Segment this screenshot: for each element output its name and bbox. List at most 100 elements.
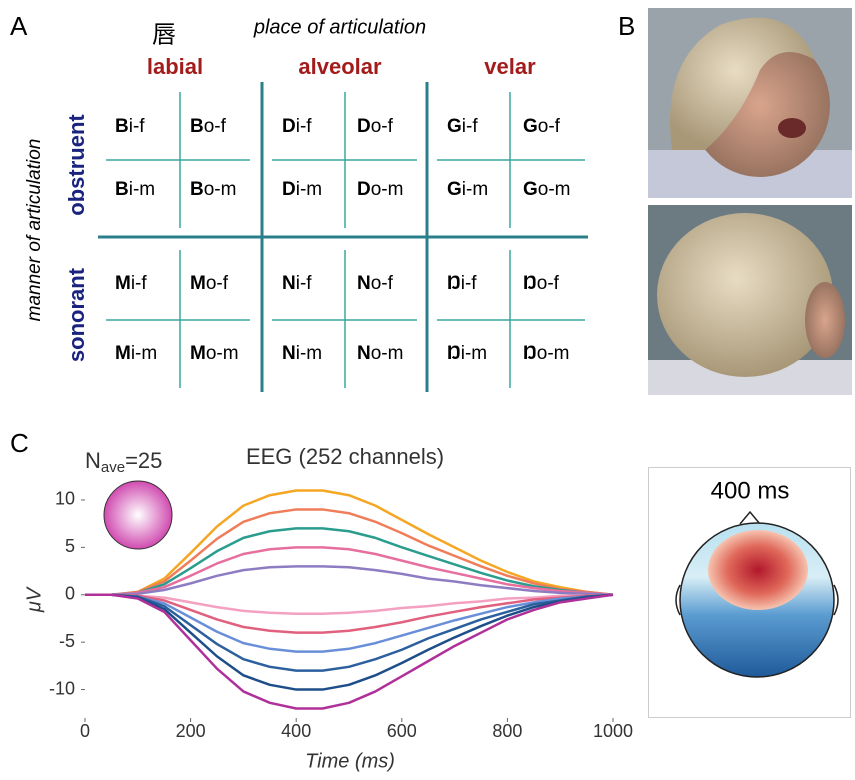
row-label: obstruent bbox=[64, 114, 89, 216]
syllable: Ni-f bbox=[282, 273, 312, 294]
rest: i-f bbox=[131, 273, 148, 294]
onset: G bbox=[447, 116, 462, 137]
onset: M bbox=[115, 273, 131, 294]
rest: i-f bbox=[296, 116, 313, 137]
rest: o-f bbox=[537, 273, 560, 294]
topomap bbox=[676, 512, 838, 677]
row-header: manner of articulation bbox=[24, 139, 45, 322]
syllable: Ŋo-m bbox=[523, 343, 569, 364]
onset: N bbox=[357, 273, 371, 294]
onset: G bbox=[523, 116, 538, 137]
x-tick-label: 0 bbox=[80, 721, 90, 741]
x-tick-label: 200 bbox=[176, 721, 206, 741]
syllable: Bo-f bbox=[190, 116, 227, 137]
rest: i-m bbox=[131, 343, 157, 364]
eeg-trace bbox=[85, 547, 613, 594]
onset: Ŋ bbox=[447, 343, 461, 364]
syllable: Do-m bbox=[357, 179, 403, 200]
rest: o-m bbox=[371, 179, 404, 200]
onset: B bbox=[190, 179, 204, 200]
rest: i-f bbox=[296, 273, 313, 294]
onset: M bbox=[190, 343, 206, 364]
onset: G bbox=[523, 179, 538, 200]
annotation-rest: =25 bbox=[125, 448, 162, 473]
y-tick-label: -10 bbox=[49, 678, 75, 698]
syllable: Gi-m bbox=[447, 179, 488, 200]
syllable: Go-f bbox=[523, 116, 561, 137]
y-tick-label: -5 bbox=[59, 631, 75, 651]
rest: i-m bbox=[296, 179, 322, 200]
annotation-sub: ave bbox=[101, 459, 125, 476]
onset: M bbox=[115, 343, 131, 364]
rest: o-f bbox=[206, 273, 229, 294]
onset: Ŋ bbox=[447, 273, 461, 294]
y-tick-label: 0 bbox=[65, 584, 75, 604]
x-tick-label: 800 bbox=[492, 721, 522, 741]
syllable: Gi-f bbox=[447, 116, 478, 137]
syllable: Bi-m bbox=[115, 179, 155, 200]
row-label: sonorant bbox=[64, 267, 89, 362]
syllable: Ŋi-f bbox=[447, 273, 477, 294]
rest: i-m bbox=[461, 343, 487, 364]
column-header: labial bbox=[147, 54, 203, 79]
rest: o-f bbox=[538, 116, 561, 137]
rest: i-m bbox=[296, 343, 322, 364]
syllable: Mi-m bbox=[115, 343, 157, 364]
x-tick-label: 600 bbox=[387, 721, 417, 741]
rest: o-f bbox=[371, 116, 394, 137]
onset: G bbox=[447, 179, 462, 200]
column-header: velar bbox=[484, 54, 536, 79]
rest: i-f bbox=[129, 116, 146, 137]
syllable: Go-m bbox=[523, 179, 571, 200]
photo-bottom bbox=[648, 205, 852, 395]
onset: Ŋ bbox=[523, 273, 537, 294]
rest: o-f bbox=[204, 116, 227, 137]
syllable: Di-m bbox=[282, 179, 322, 200]
syllable: No-m bbox=[357, 343, 403, 364]
annotation: Nave=25 bbox=[85, 448, 162, 476]
x-tick-label: 1000 bbox=[593, 721, 633, 741]
syllable: Mo-m bbox=[190, 343, 239, 364]
onset: Ŋ bbox=[523, 343, 537, 364]
topomap-label: 400 ms bbox=[711, 477, 790, 504]
sensor-layout bbox=[104, 481, 172, 549]
rest: o-m bbox=[204, 179, 237, 200]
syllable: Ni-m bbox=[282, 343, 322, 364]
onset: D bbox=[282, 179, 296, 200]
onset: N bbox=[357, 343, 371, 364]
syllable: Bi-f bbox=[115, 116, 145, 137]
panel-label: B bbox=[618, 11, 635, 41]
column-header: alveolar bbox=[298, 54, 382, 79]
onset: D bbox=[357, 116, 371, 137]
syllable: Ŋo-f bbox=[523, 273, 560, 294]
syllable: Di-f bbox=[282, 116, 312, 137]
photo-top bbox=[648, 8, 852, 198]
eeg-trace bbox=[85, 528, 613, 594]
x-tick-label: 400 bbox=[281, 721, 311, 741]
figure: ABC唇place of articulationmanner of artic… bbox=[0, 0, 855, 775]
onset: B bbox=[115, 116, 129, 137]
rest: i-f bbox=[461, 273, 478, 294]
syllable: Do-f bbox=[357, 116, 394, 137]
table-grid bbox=[98, 82, 588, 392]
rest: o-m bbox=[537, 343, 570, 364]
onset: N bbox=[282, 343, 296, 364]
syllable: Mi-f bbox=[115, 273, 147, 294]
syllable: Mo-f bbox=[190, 273, 229, 294]
top-mark: 唇 bbox=[152, 21, 176, 48]
panel-label: C bbox=[10, 428, 29, 458]
syllable: No-f bbox=[357, 273, 394, 294]
onset: B bbox=[190, 116, 204, 137]
rest: o-m bbox=[206, 343, 239, 364]
rest: i-m bbox=[129, 179, 155, 200]
x-axis-label: Time (ms) bbox=[305, 750, 395, 772]
onset: N bbox=[282, 273, 296, 294]
onset: D bbox=[282, 116, 296, 137]
rest: o-m bbox=[371, 343, 404, 364]
syllable: Ŋi-m bbox=[447, 343, 487, 364]
syllable: Bo-m bbox=[190, 179, 236, 200]
rest: i-f bbox=[462, 116, 479, 137]
rest: o-m bbox=[538, 179, 571, 200]
y-tick-label: 10 bbox=[55, 489, 75, 509]
chart-title: EEG (252 channels) bbox=[246, 444, 444, 469]
